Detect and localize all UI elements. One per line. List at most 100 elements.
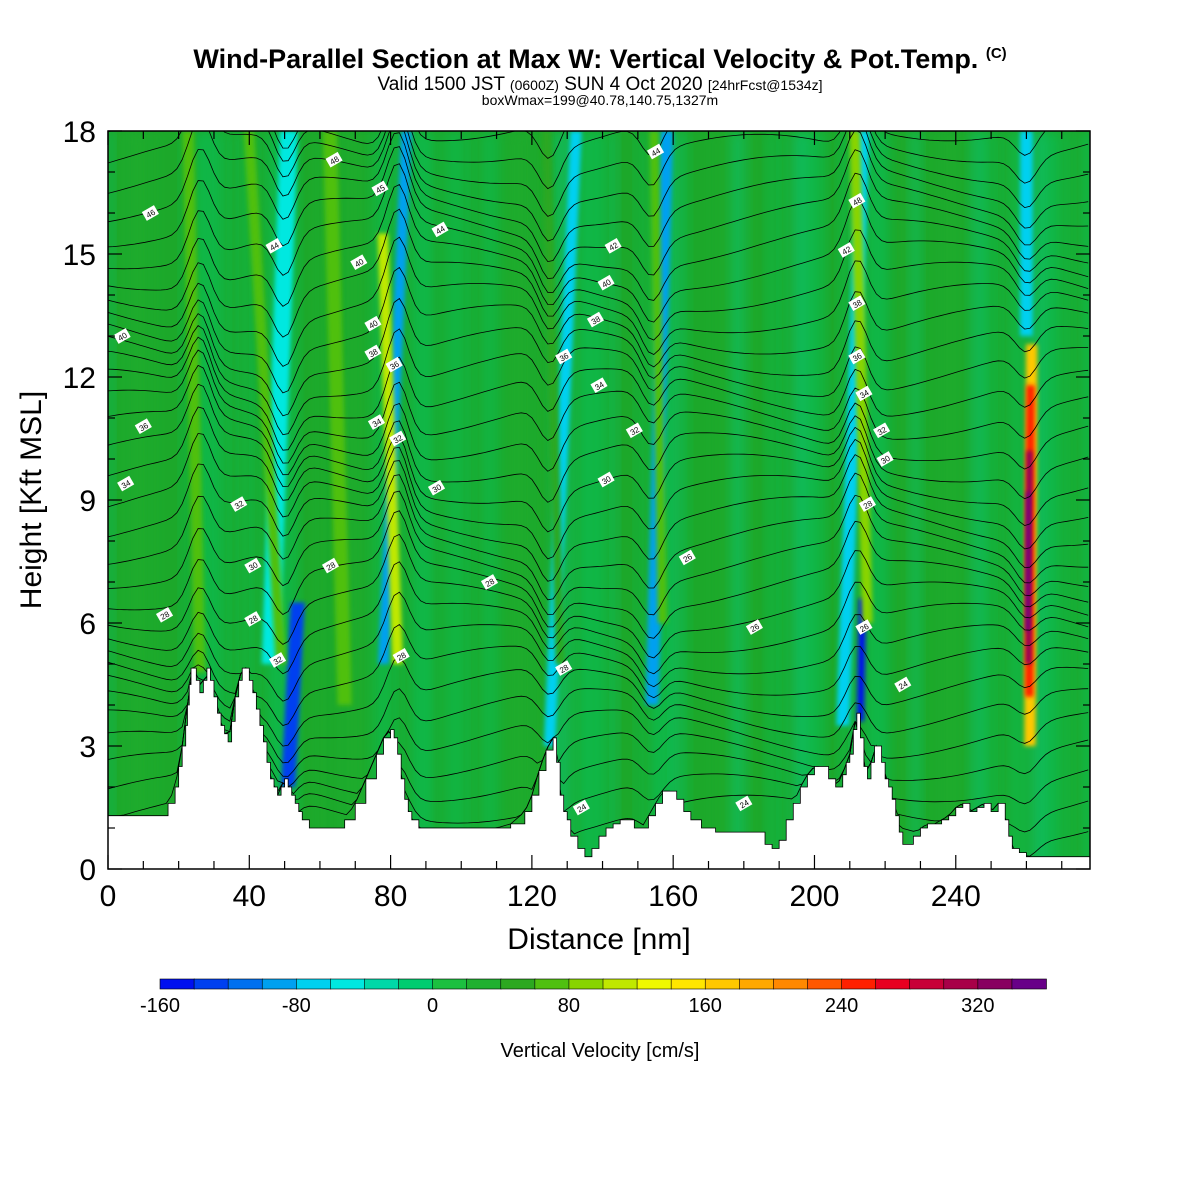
velocity-mottle-band (779, 131, 786, 869)
y-tick-label: 3 (79, 731, 96, 764)
y-tick-label: 0 (79, 854, 96, 887)
x-axis: 0 40 80 120 160 200 240 (100, 131, 1063, 913)
colorbar-swatch (773, 978, 809, 990)
theta-contour-label-bg (244, 557, 262, 574)
theta-contour-label: 28 (155, 606, 174, 623)
theta-contour-label: 26 (678, 549, 696, 566)
theta-contour-label-bg (855, 385, 873, 402)
theta-contour-label-bg (367, 414, 386, 430)
theta-contour-label-bg (230, 496, 248, 512)
velocity-mottle-band (527, 131, 538, 869)
theta-contour (108, 472, 1089, 601)
y-tick-label: 9 (79, 485, 96, 518)
velocity-mottle-band (744, 131, 755, 869)
x-tick-label: 200 (789, 880, 839, 913)
theta-contour-label-bg (155, 606, 174, 623)
x-axis-label: Distance [nm] (507, 923, 690, 956)
velocity-mottle-band (468, 131, 475, 869)
theta-contour-label-bg (555, 660, 573, 676)
forecast-info: [24hrFcst@1534z] (707, 77, 823, 93)
chart-title-text: Wind-Parallel Section at Max W: Vertical… (193, 44, 979, 74)
theta-contour-label-bg (873, 422, 891, 439)
colorbar-swatch (636, 978, 672, 990)
theta-contour (108, 667, 1089, 788)
colorbar-swatch (739, 978, 775, 990)
theta-contour-label: 32 (873, 422, 891, 439)
colorbar-tick-label: 160 (689, 995, 722, 1017)
theta-contour-label: 26 (745, 619, 763, 635)
velocity-mottle-band (684, 131, 691, 869)
theta-contour (108, 533, 1089, 659)
colorbar-tick-label: -160 (140, 995, 180, 1017)
valid-date: SUN 4 Oct 2020 (564, 74, 703, 95)
velocity-mottle-band (1055, 131, 1066, 869)
theta-contour-label-bg (555, 348, 573, 365)
velocity-mottle-band (635, 131, 642, 869)
theta-contour-label: 24 (735, 795, 753, 812)
theta-contour-label: 42 (837, 242, 855, 258)
theta-contour-label-bg (848, 192, 866, 209)
colorbar-swatch (704, 978, 741, 990)
x-tick-label: 120 (507, 880, 557, 913)
colorbar-swatch (330, 978, 366, 990)
theta-contour-label: 36 (385, 356, 403, 373)
theta-contour (108, 208, 1089, 341)
theta-contour-label: 44 (431, 221, 449, 238)
velocity-feature (243, 131, 287, 664)
velocity-mottle-band (982, 131, 993, 869)
velocity-mottle-band (910, 131, 921, 869)
velocity-mottle-band (311, 131, 322, 869)
velocity-feature (281, 602, 305, 787)
colorbar-swatch (534, 978, 570, 990)
copyright-mark: (C) (985, 45, 1007, 62)
x-tick-label: 160 (648, 880, 698, 913)
velocity-feature (1025, 491, 1030, 632)
theta-contour-label-bg (392, 647, 410, 664)
theta-contour-label-bg (134, 418, 152, 435)
velocity-mottle-band (923, 131, 930, 869)
theta-contour-label: 28 (244, 611, 262, 627)
boxwmax-info: boxWmax=199@40.78,140.75,1327m (481, 92, 719, 108)
theta-contour-label-bg (268, 652, 287, 668)
theta-contour (108, 236, 1089, 367)
theta-contour-label-bg (590, 377, 608, 394)
theta-contour (108, 364, 1089, 476)
velocity-mottle-band (1067, 131, 1074, 869)
colorbar-tick-label: -80 (282, 995, 311, 1017)
velocity-mottle-band (348, 131, 363, 869)
colorbar-swatch (1011, 978, 1047, 990)
velocity-mottle-band (766, 131, 777, 869)
theta-contour (108, 667, 1089, 777)
theta-contour-label: 36 (555, 348, 573, 365)
colorbar-swatch (875, 978, 911, 990)
velocity-mottle-band (217, 131, 228, 869)
y-tick-label: 15 (63, 239, 96, 272)
velocity-mottle-band (455, 131, 466, 869)
theta-contour-label-bg (837, 242, 855, 258)
x-tick-label: 40 (233, 880, 266, 913)
velocity-mottle-band (672, 131, 683, 869)
theta-contour-label: 44 (265, 237, 283, 254)
theta-contour-label: 36 (848, 348, 866, 365)
velocity-mottle-band (396, 131, 403, 869)
theta-contour-label: 34 (367, 414, 386, 430)
theta-contour-label: 24 (572, 799, 590, 816)
theta-contour (108, 490, 1089, 616)
theta-contour-label: 32 (389, 430, 407, 447)
velocity-mottle-band (875, 131, 890, 869)
velocity-mottle-band (707, 131, 714, 869)
colorbar-swatch (500, 978, 536, 990)
theta-contour-label: 38 (586, 311, 605, 328)
theta-contour-label-bg (321, 557, 340, 574)
theta-contour-label-bg (586, 311, 605, 328)
theta-contour (108, 591, 1089, 702)
theta-contour-label: 28 (555, 660, 573, 676)
y-tick-label: 12 (63, 362, 96, 395)
theta-contour-label-bg (604, 237, 622, 254)
velocity-mottle-band (132, 131, 147, 869)
theta-contour (108, 656, 1089, 747)
theta-contour-label: 34 (590, 377, 608, 394)
theta-contour-label-bg (385, 356, 403, 373)
velocity-mottle-band (540, 131, 547, 869)
